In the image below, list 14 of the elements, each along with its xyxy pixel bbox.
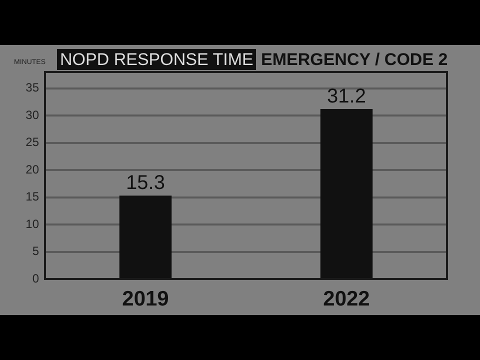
x-tick-label: 2019 [122,287,169,310]
y-tick-label: 15 [26,190,40,204]
chart-title: NOPD RESPONSE TIME [57,49,256,70]
chart-subtitle: EMERGENCY / CODE 2 [261,49,448,70]
data-label: 15.3 [126,172,165,194]
y-tick-label: 0 [32,271,40,286]
y-tick-label: 25 [26,135,40,150]
y-tick-label: 30 [26,108,40,122]
x-tick-label: 2022 [323,287,370,310]
y-tick-label: 5 [32,244,40,258]
y-tick-label: 10 [26,216,40,231]
y-tick-label: 35 [26,80,40,95]
data-label: 31.2 [327,86,366,108]
y-tick-label: 20 [26,162,40,176]
